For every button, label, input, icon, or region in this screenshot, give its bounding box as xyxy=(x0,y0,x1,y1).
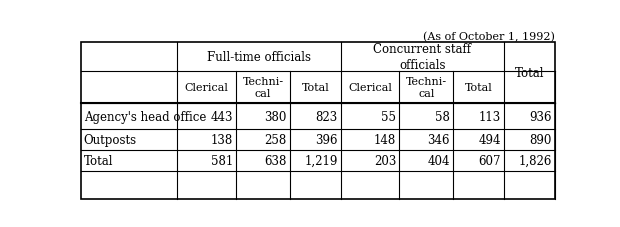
Text: Total: Total xyxy=(84,154,113,167)
Text: 148: 148 xyxy=(374,133,396,146)
Text: 638: 638 xyxy=(265,154,287,167)
Text: Total: Total xyxy=(465,83,492,93)
Text: Clerical: Clerical xyxy=(348,83,392,93)
Text: 404: 404 xyxy=(428,154,450,167)
Text: 1,219: 1,219 xyxy=(304,154,338,167)
Text: Full-time officials: Full-time officials xyxy=(207,51,311,64)
Text: 55: 55 xyxy=(381,110,396,123)
Text: 443: 443 xyxy=(211,110,233,123)
Text: 58: 58 xyxy=(435,110,450,123)
Text: 203: 203 xyxy=(374,154,396,167)
Text: 494: 494 xyxy=(479,133,501,146)
Text: 138: 138 xyxy=(211,133,233,146)
Text: 1,826: 1,826 xyxy=(518,154,552,167)
Text: 346: 346 xyxy=(428,133,450,146)
Text: Techni-
cal: Techni- cal xyxy=(242,77,283,99)
Text: Techni-
cal: Techni- cal xyxy=(405,77,447,99)
Text: 890: 890 xyxy=(529,133,552,146)
Text: Total: Total xyxy=(515,67,544,80)
Text: 581: 581 xyxy=(211,154,233,167)
Text: 607: 607 xyxy=(479,154,501,167)
Text: Concurrent staff
officials: Concurrent staff officials xyxy=(373,43,471,72)
Text: Total: Total xyxy=(301,83,329,93)
Text: 258: 258 xyxy=(265,133,287,146)
Text: 113: 113 xyxy=(479,110,501,123)
Text: 823: 823 xyxy=(316,110,338,123)
Text: Agency's head office: Agency's head office xyxy=(84,110,206,123)
Text: Clerical: Clerical xyxy=(185,83,229,93)
Text: 380: 380 xyxy=(265,110,287,123)
Text: Outposts: Outposts xyxy=(84,133,137,146)
Bar xyxy=(81,43,555,199)
Text: 936: 936 xyxy=(529,110,552,123)
Text: 396: 396 xyxy=(315,133,338,146)
Text: (As of October 1, 1992): (As of October 1, 1992) xyxy=(423,31,555,42)
